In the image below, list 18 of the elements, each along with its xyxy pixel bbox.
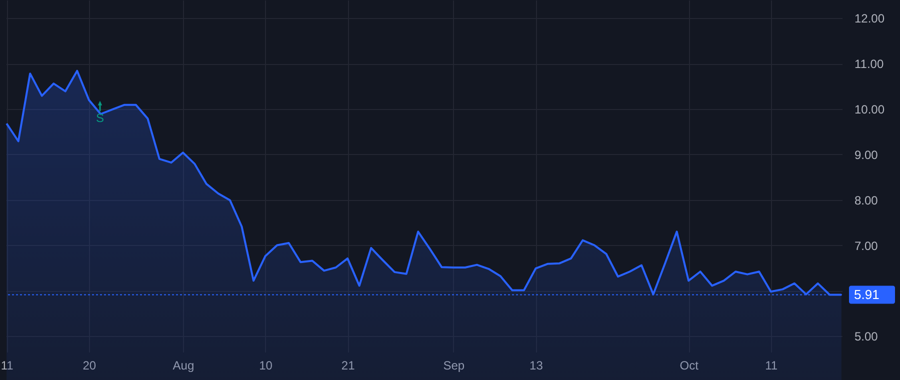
x-tick-label: 20	[82, 358, 96, 372]
x-tick-label: Aug	[172, 358, 194, 372]
y-tick-label: 8.00	[854, 193, 878, 208]
y-tick-label: 9.00	[854, 148, 878, 162]
x-tick-label: 10	[259, 358, 273, 372]
x-tick-label: 13	[530, 358, 544, 372]
x-tick-label: 11	[0, 358, 14, 372]
x-tick-label: 11	[765, 358, 778, 372]
y-tick-label: 10.00	[854, 102, 885, 117]
x-tick-label: Sep	[443, 358, 465, 372]
y-tick-label: 11.00	[854, 57, 884, 72]
y-tick-label: 5.00	[854, 330, 878, 344]
ref-line-label: 5.91	[854, 286, 880, 302]
annotation: S	[96, 111, 104, 125]
x-tick-label: Oct	[680, 358, 700, 372]
y-tick-label: 12.00	[854, 12, 885, 26]
x-tick-label: 21	[341, 358, 356, 372]
y-tick-label: 7.00	[854, 238, 878, 253]
